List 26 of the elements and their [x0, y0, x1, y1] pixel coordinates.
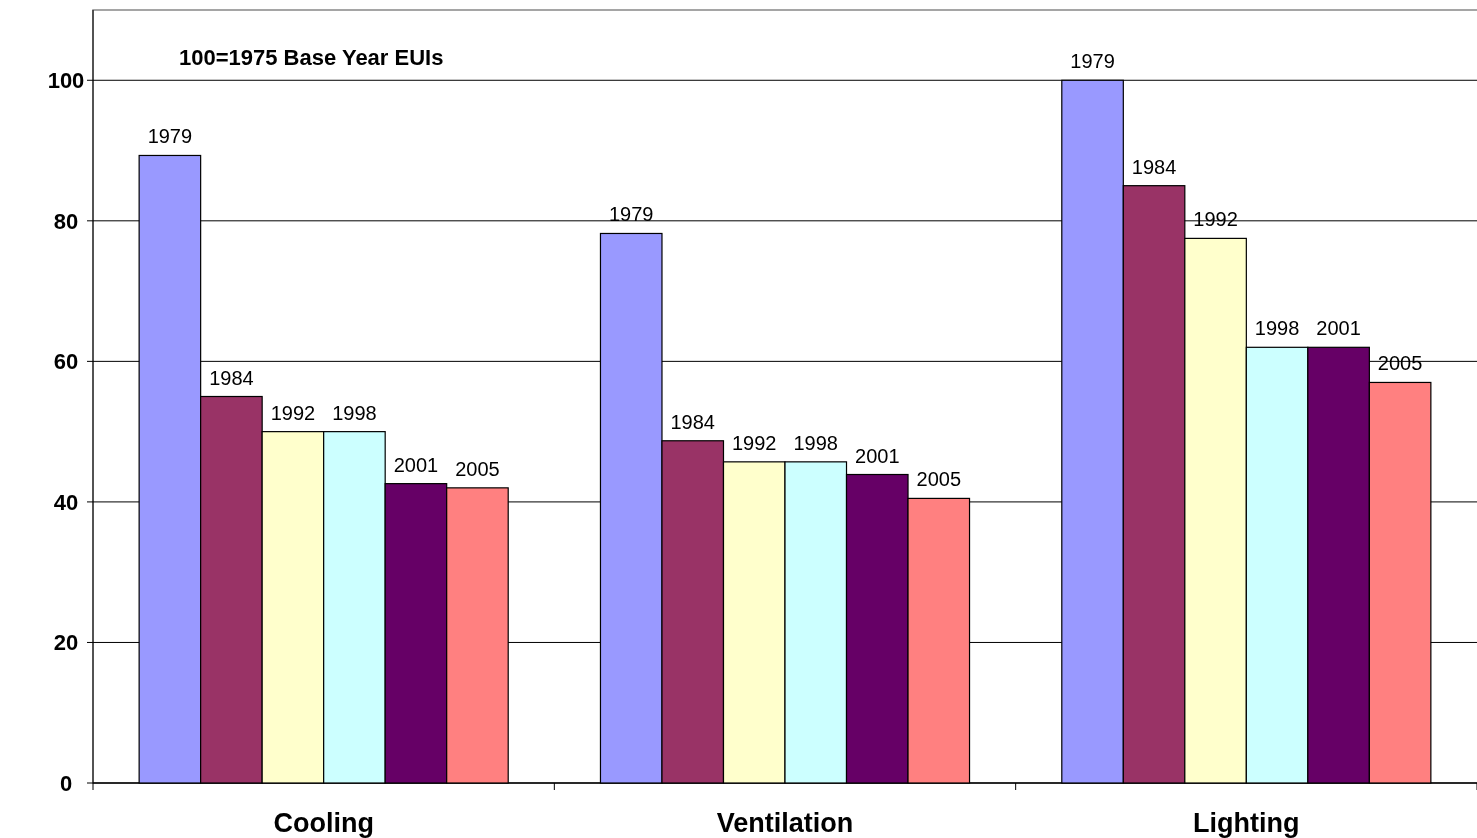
x-tick-label: Ventilation [716, 808, 854, 838]
text: 2005 [455, 457, 500, 480]
text: 1984 [670, 410, 715, 433]
y-tick-label: 20 [53, 630, 79, 656]
y-tick-label: 0 [59, 770, 73, 796]
text: 2001 [1316, 317, 1361, 340]
text: 2001 [855, 444, 900, 467]
x-tick-label: Lighting [1193, 808, 1300, 838]
text: 1998 [1254, 317, 1300, 340]
series-label: 1992 [270, 401, 316, 424]
x-tick-label: Cooling [273, 808, 374, 838]
text: 1979 [1070, 50, 1115, 73]
text: 1992 [731, 431, 777, 454]
y-tick-label: 40 [53, 489, 79, 515]
series-label: 1984 [209, 366, 254, 389]
series-label: 2001 [393, 453, 439, 476]
text: 1998 [793, 431, 839, 454]
series-label: 1998 [332, 401, 377, 424]
y-tick-label: 60 [53, 349, 79, 375]
text: 1984 [1131, 155, 1177, 178]
y-tick-label: 80 [53, 208, 79, 234]
annotation: 100=1975 Base Year EUIs [179, 45, 444, 70]
y-tick-label: 100 [47, 67, 85, 93]
series-label: 1979 [608, 203, 654, 226]
text: 1979 [147, 125, 193, 148]
series-label: 2005 [916, 468, 962, 491]
